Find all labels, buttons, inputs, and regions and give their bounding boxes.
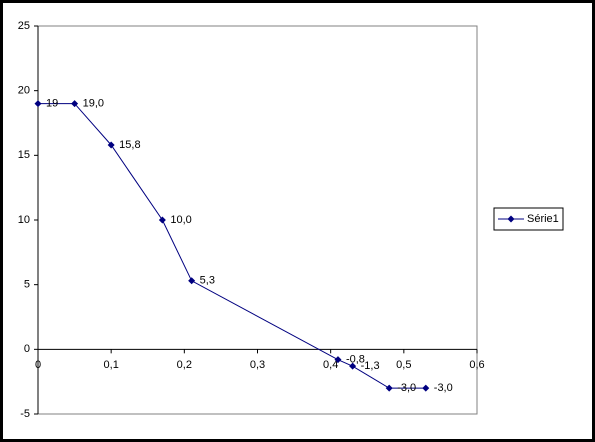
data-label: 15,8 bbox=[119, 139, 140, 151]
y-tick-label: 10 bbox=[18, 214, 30, 226]
x-tick-label: 0,5 bbox=[396, 359, 411, 371]
data-point bbox=[158, 216, 166, 224]
y-tick-label: 25 bbox=[18, 20, 30, 32]
data-label: 5,3 bbox=[200, 275, 215, 287]
data-point bbox=[422, 384, 430, 392]
y-tick-label: 20 bbox=[18, 85, 30, 97]
data-point bbox=[334, 356, 342, 364]
data-point bbox=[107, 141, 115, 149]
data-point bbox=[34, 100, 42, 108]
data-label: 19,0 bbox=[83, 98, 104, 110]
data-point bbox=[349, 362, 357, 370]
data-label: 19 bbox=[46, 98, 58, 110]
y-tick-label: 5 bbox=[24, 279, 30, 291]
data-label: -0,8 bbox=[346, 354, 365, 366]
data-point bbox=[385, 384, 393, 392]
data-label: -1,3 bbox=[361, 360, 380, 372]
x-tick-label: 0,4 bbox=[323, 359, 338, 371]
x-tick-label: 0,6 bbox=[469, 359, 484, 371]
x-tick-label: 0 bbox=[35, 359, 41, 371]
y-tick-label: 0 bbox=[24, 343, 30, 355]
y-tick-label: -5 bbox=[20, 408, 30, 420]
x-tick-label: 0,1 bbox=[104, 359, 119, 371]
legend-box bbox=[493, 207, 564, 231]
data-point bbox=[71, 100, 79, 108]
legend-label: Série1 bbox=[527, 213, 559, 225]
data-label: -3,0 bbox=[397, 382, 416, 394]
legend-marker bbox=[507, 215, 515, 223]
data-label: -3,0 bbox=[434, 382, 453, 394]
data-point bbox=[188, 277, 196, 285]
x-tick-label: 0,3 bbox=[250, 359, 265, 371]
data-label: 10,0 bbox=[170, 214, 191, 226]
x-tick-label: 0,2 bbox=[177, 359, 192, 371]
y-tick-label: 15 bbox=[18, 149, 30, 161]
